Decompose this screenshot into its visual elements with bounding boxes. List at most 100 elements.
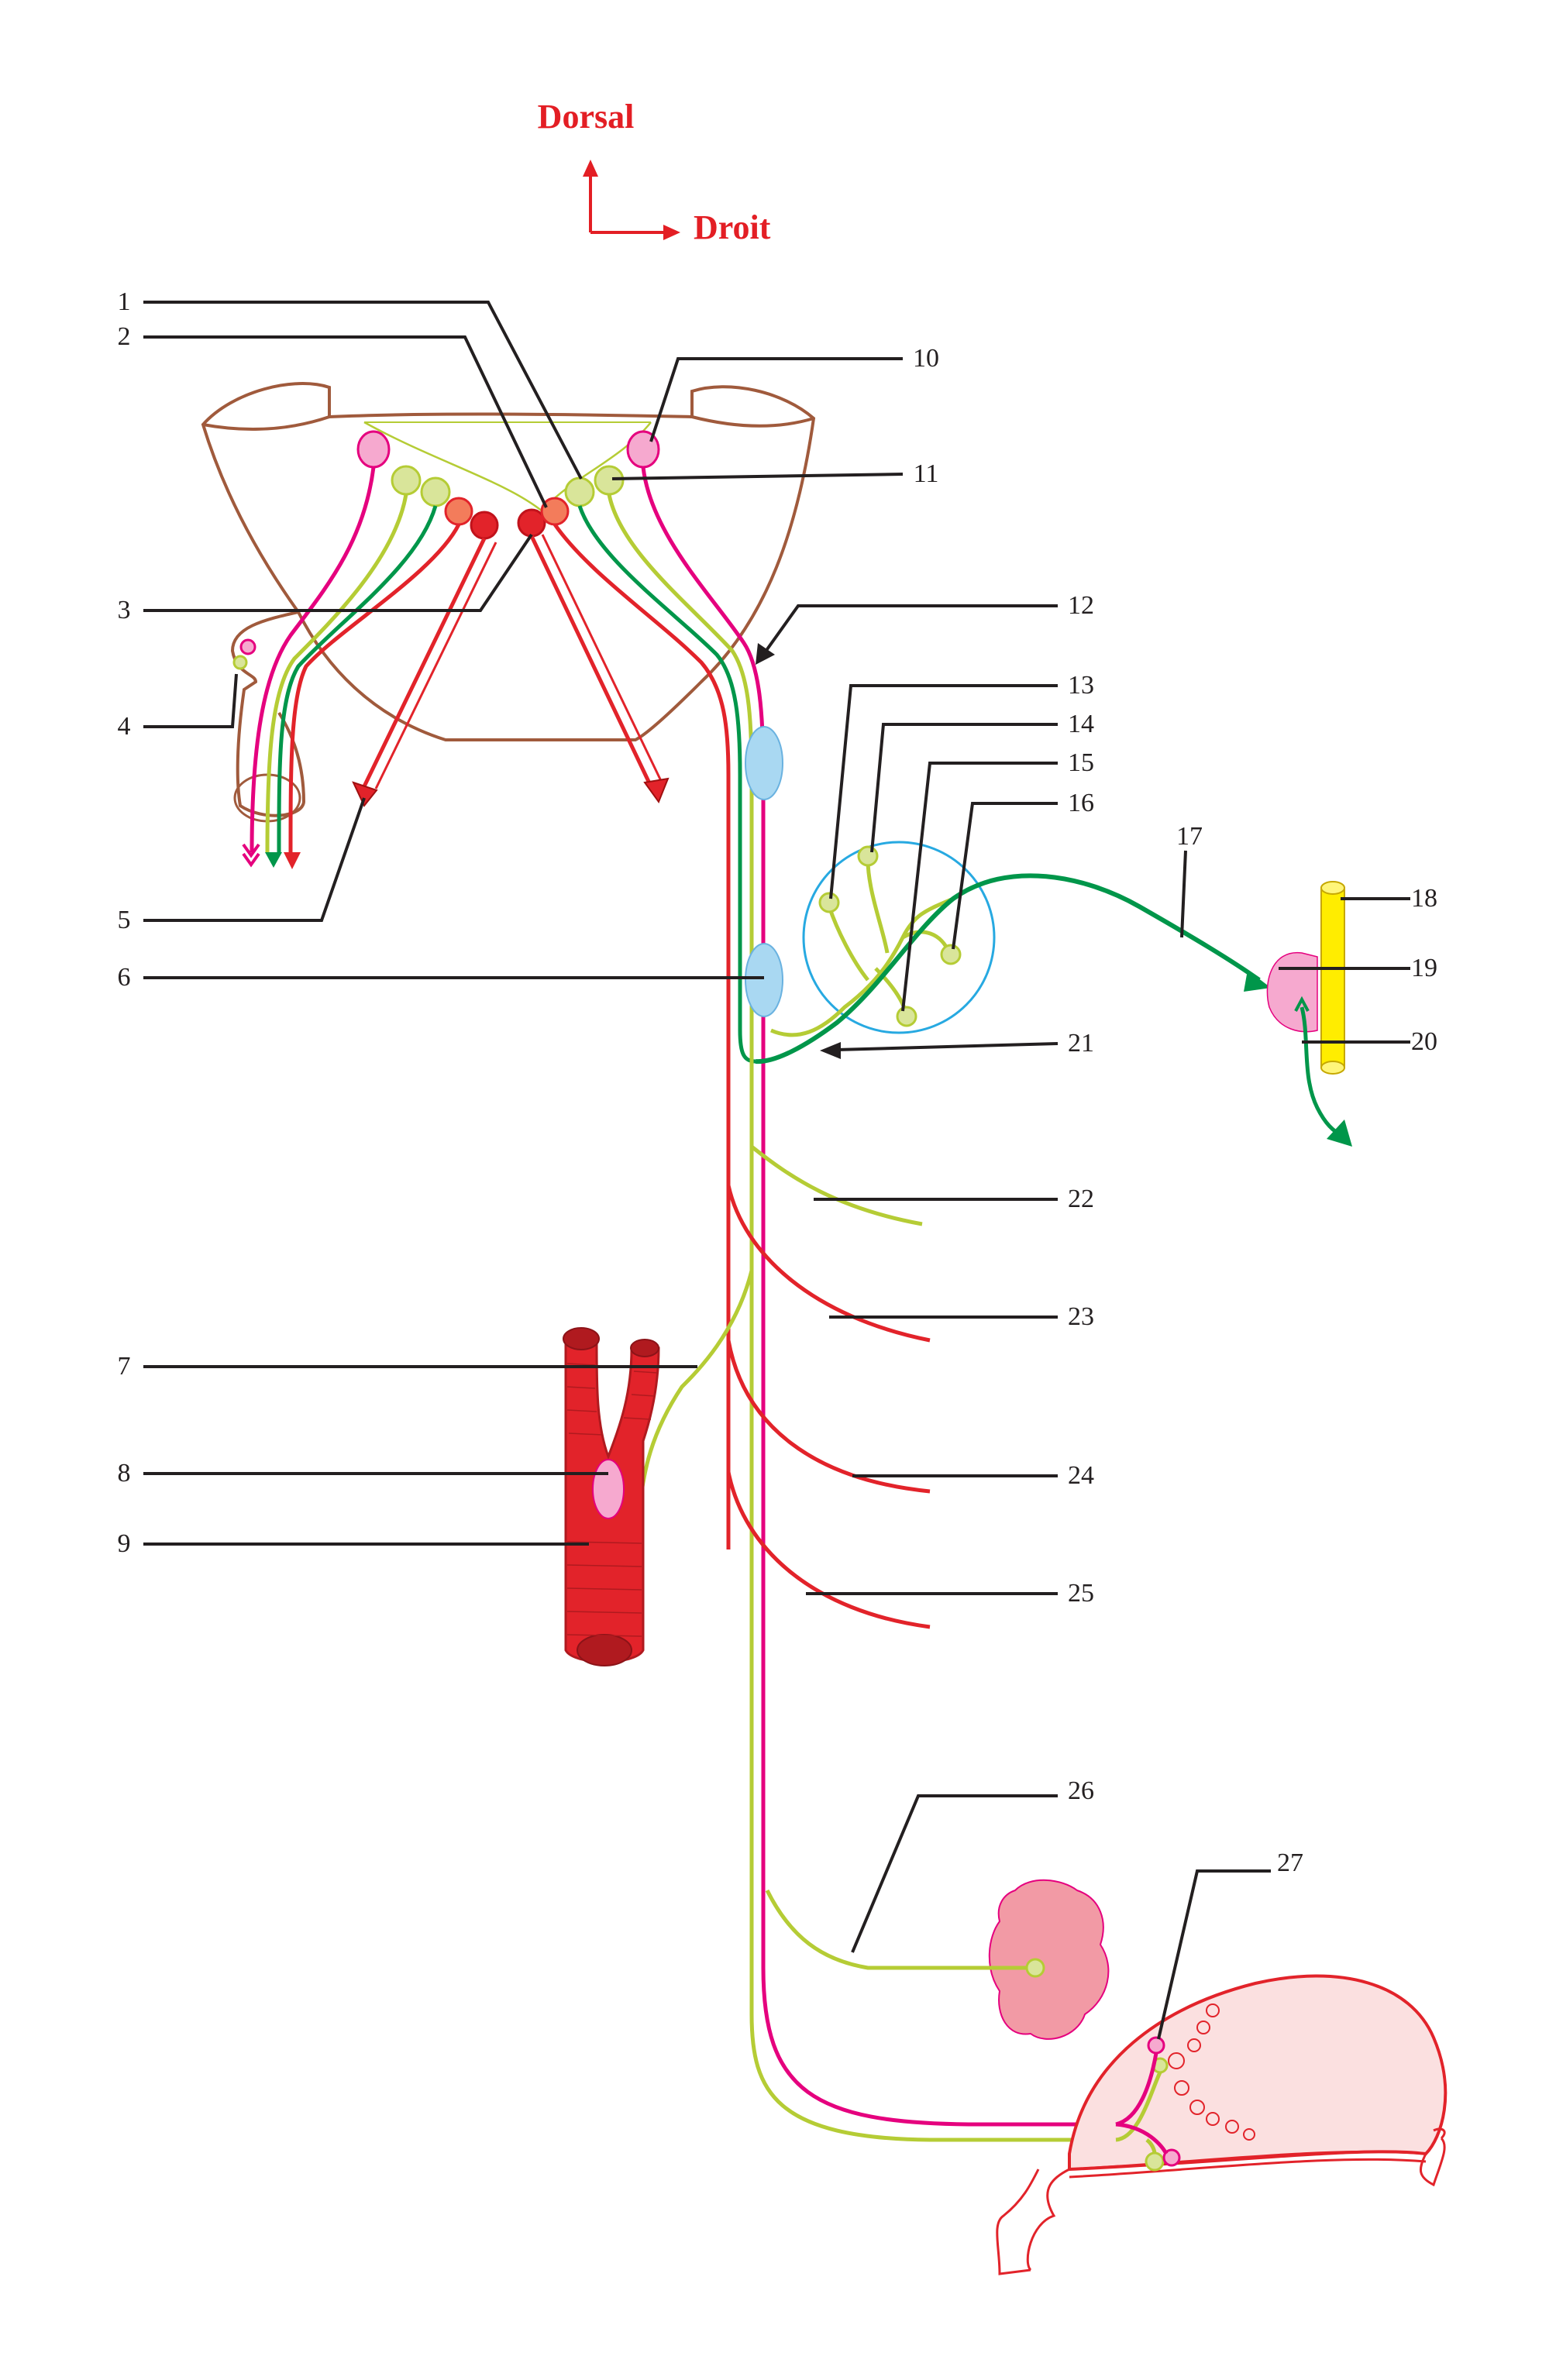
gland-fiber [765,1889,1031,1970]
common-carotid-lumen [577,1634,632,1666]
branch-25 [726,1471,931,1629]
left-nucleus-d [470,511,499,540]
yellow-vessel-top [1320,881,1345,895]
leader-2 [143,335,548,508]
organ-left-edge [1026,2168,1070,2272]
ganglion-branch-14 [866,859,890,954]
vessel-target-group [1266,881,1352,1147]
left-nucleus-a [391,465,422,496]
right-arrowhead-icon [663,225,680,240]
ganglion-cell-14 [857,845,879,867]
sympathetic-trunk-ganglia [745,726,783,1017]
yellow-vessel [1320,887,1345,1068]
label-4: 4 [118,712,131,741]
green-small-arrow-icon [1294,996,1310,1012]
organ-glands [1168,2003,1255,2141]
organ-magenta-cell-lower [1162,2148,1181,2167]
green-fiber-arrowhead-icon [1244,970,1271,992]
organ-magenta-fiber-lower [1115,2122,1169,2155]
left-small-green-ganglion [232,655,248,670]
organ-wall-inner [1069,2150,1427,2171]
right-nucleus-b [564,476,595,507]
branch-22 [750,1145,923,1226]
left-nucleus-b [420,476,451,507]
right-magenta-trunk-fiber [641,466,1116,2127]
external-carotid-lumen [563,1327,600,1350]
leader-15 [901,762,1058,1012]
leader-12-arrowhead-icon [756,643,775,665]
label-2: 2 [118,322,131,351]
right-nucleus-a [594,465,625,496]
label-24: 24 [1068,1461,1094,1490]
leader-21-arrowhead-icon [820,1042,841,1059]
orientation-indicator: Dorsal Droit [538,98,771,246]
leader-16 [952,802,1058,950]
organ-green-cell-lower [1145,2151,1165,2172]
left-red-arrowhead-icon [284,852,301,869]
label-26: 26 [1068,1776,1094,1805]
left-horn-top [202,415,330,431]
right-red-trunk-fiber [553,523,731,1549]
cord-nuclei [356,430,660,540]
upper-trunk-ganglion [745,726,783,800]
label-25: 25 [1068,1579,1094,1608]
leader-1 [143,301,583,480]
left-yellowgreen-fiber [265,494,408,853]
right-ventral-arrowhead-icon [643,777,670,804]
right-ventral-red-fiber-2 [541,534,664,785]
label-1: 1 [118,287,131,316]
leader-14 [870,723,1058,853]
label-5: 5 [118,906,131,934]
organ-green-fiber-upper [1115,2071,1162,2142]
branch-to-carotid [637,1270,754,1512]
green-efferent-arrowhead-icon [1327,1119,1352,1147]
leader-10 [649,357,903,442]
leader-27 [1157,1869,1271,2040]
right-ventral-red-fiber [529,535,653,788]
label-18: 18 [1411,884,1437,913]
right-yellowgreen-trunk-fiber [607,494,1147,2142]
leader-12 [762,604,1058,656]
label-11: 11 [914,459,939,488]
grey-matter-outline [363,421,652,513]
organ-right-fold [1433,2127,1446,2140]
right-horn-top [691,415,814,428]
spinal-cord-outline [201,382,816,741]
leader-4 [143,673,238,728]
gland-ganglion-cell [1025,1958,1045,1978]
internal-carotid-lumen [630,1339,659,1357]
leader-11 [611,473,904,480]
label-17: 17 [1176,822,1203,851]
carotid-wall-lines [566,1363,658,1637]
left-fibers [232,466,497,869]
branch-23 [726,1185,931,1343]
left-ventral-red-fiber-2 [374,542,497,789]
organ-wall [1068,1974,1448,2172]
right-nucleus-c [540,497,570,526]
dorsal-label: Dorsal [538,98,635,136]
label-7: 7 [118,1352,131,1381]
label-3: 3 [118,596,131,624]
label-13: 13 [1068,671,1094,700]
leader-26 [851,1794,1058,1953]
gland-group [765,1879,1110,2040]
carotid-artery [563,1327,660,1666]
leader-17 [1180,850,1187,938]
organ-wall-inner-2 [1069,2158,1427,2179]
label-14: 14 [1068,710,1094,738]
label-21: 21 [1068,1029,1094,1058]
label-10: 10 [913,344,939,373]
organ-magenta-fiber [1115,2052,1158,2127]
leader-3 [143,533,533,612]
ganglion-main-branch [770,896,954,1037]
label-20: 20 [1411,1027,1437,1056]
label-9: 9 [118,1529,131,1558]
organ-right-edge [1419,2137,1446,2187]
left-small-pink-ganglion [239,638,256,655]
ganglion-cell-13 [818,892,840,913]
label-23: 23 [1068,1302,1094,1331]
left-green-fiber [277,505,438,853]
carotid-body [592,1459,625,1519]
ganglion-branch-13 [827,906,869,982]
